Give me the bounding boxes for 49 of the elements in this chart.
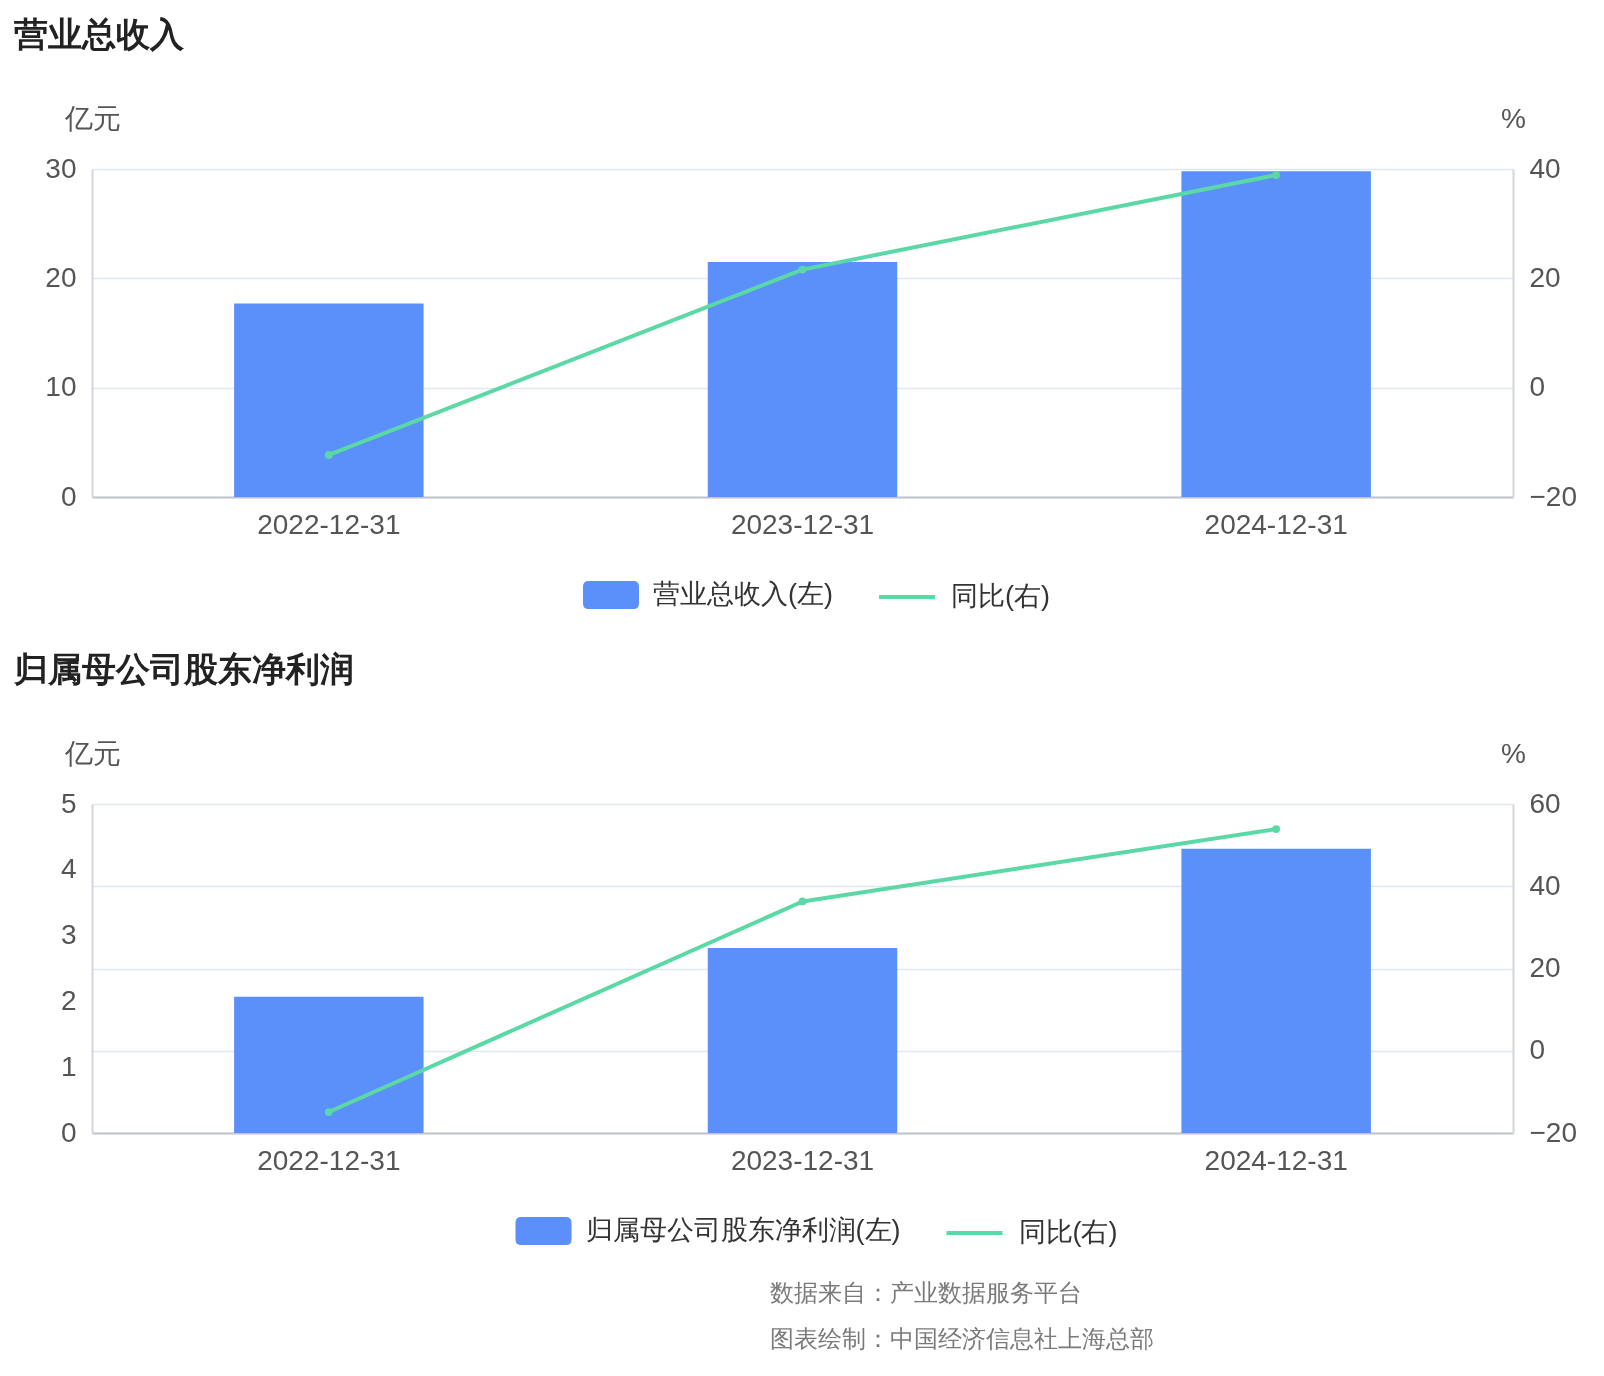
- text: 数据来自：产业数据服务平台: [770, 1278, 1083, 1308]
- y-axis-title: 亿元: [63, 102, 121, 134]
- chart-title: 归属母公司股东净利润: [13, 650, 354, 688]
- bar: [234, 303, 424, 497]
- y2-tick-label: 0: [1529, 1034, 1546, 1066]
- point: [798, 265, 807, 274]
- y-tick-label: 5: [60, 787, 77, 819]
- bar: [234, 996, 424, 1133]
- y-axis-title: 亿元: [63, 737, 121, 769]
- x-tick-label: 2024-12-31: [1204, 508, 1348, 540]
- y2-tick-label: −20: [1529, 480, 1577, 512]
- bar: [707, 948, 898, 1133]
- bar: [1181, 171, 1371, 497]
- y-tick-label: 0: [60, 1116, 77, 1148]
- bar: [707, 261, 898, 497]
- y-tick-label: 30: [45, 152, 77, 184]
- y-tick-label: 2: [60, 984, 77, 1016]
- text: 图表绘制：中国经济信息社上海总部: [770, 1324, 1154, 1354]
- y-tick-label: 10: [45, 371, 77, 403]
- y2-axis-title: %: [1501, 737, 1526, 769]
- point: [1272, 825, 1281, 833]
- y2-tick-label: 40: [1529, 152, 1561, 184]
- x-tick-label: 2022-12-31: [257, 1144, 401, 1176]
- y2-tick-label: 60: [1529, 787, 1561, 819]
- y-tick-label: 0: [60, 480, 77, 512]
- x-tick-label: 2023-12-31: [730, 1144, 875, 1176]
- legend-label: 归属母公司股东净利润(左): [585, 1215, 901, 1245]
- y2-tick-label: 20: [1529, 952, 1561, 983]
- y2-axis-title: %: [1501, 102, 1526, 134]
- x-tick-label: 2023-12-31: [730, 508, 875, 540]
- y-tick-label: 3: [60, 919, 77, 951]
- point: [324, 451, 333, 459]
- y-tick-label: 1: [60, 1050, 77, 1082]
- bar: [1181, 848, 1371, 1133]
- y2-tick-label: 40: [1529, 869, 1561, 901]
- y-tick-label: 4: [60, 853, 77, 885]
- y2-tick-label: −20: [1529, 1116, 1577, 1148]
- chart-title: 营业总收入: [14, 15, 185, 53]
- point: [798, 897, 807, 906]
- x-tick-label: 2022-12-31: [257, 508, 401, 540]
- y-tick-label: 20: [45, 261, 77, 293]
- y2-tick-label: 0: [1529, 371, 1546, 403]
- x-tick-label: 2024-12-31: [1204, 1144, 1348, 1176]
- legend-label: 营业总收入(左): [653, 579, 833, 609]
- legend-label: 同比(右): [1018, 1217, 1118, 1247]
- y2-tick-label: 20: [1529, 261, 1561, 293]
- point: [324, 1108, 333, 1116]
- legend-label: 同比(右): [951, 581, 1050, 611]
- point: [1272, 171, 1281, 179]
